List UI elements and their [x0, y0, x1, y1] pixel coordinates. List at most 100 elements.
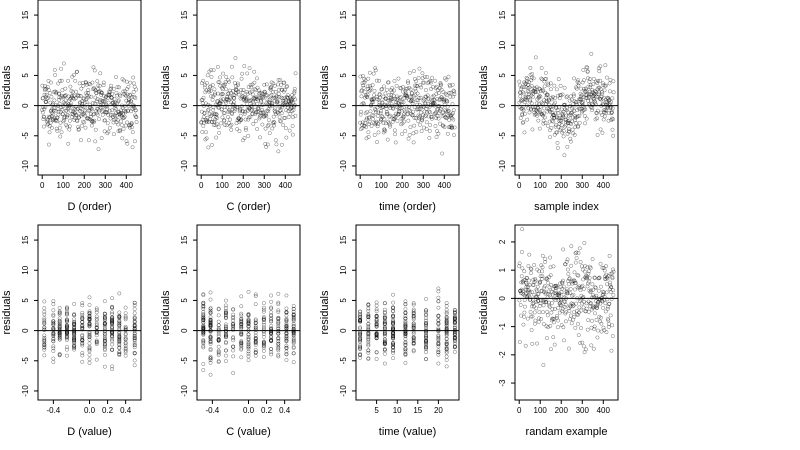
data-point — [598, 261, 603, 266]
data-point — [261, 342, 266, 346]
data-point — [57, 97, 61, 102]
data-point — [567, 346, 571, 351]
data-point — [249, 107, 254, 112]
data-point — [111, 86, 116, 91]
y-tick-label: 2 — [498, 239, 507, 244]
data-point — [543, 259, 548, 264]
data-point — [253, 325, 258, 330]
data-point — [72, 345, 77, 350]
data-point — [65, 113, 70, 118]
data-point — [132, 343, 137, 348]
data-point — [568, 139, 573, 144]
data-point — [382, 339, 387, 344]
data-point — [283, 126, 288, 131]
data-point — [270, 89, 275, 94]
data-point — [580, 340, 585, 345]
data-point — [264, 82, 269, 87]
data-point — [223, 348, 228, 353]
data-point — [116, 122, 121, 127]
data-point — [59, 78, 64, 83]
data-point — [536, 320, 541, 324]
data-point — [419, 129, 424, 134]
data-point — [445, 99, 450, 104]
data-point — [253, 318, 258, 323]
data-point — [541, 310, 545, 315]
data-point — [587, 279, 592, 284]
data-point — [528, 65, 533, 70]
data-point — [517, 79, 522, 84]
data-point — [204, 136, 209, 141]
data-point — [377, 92, 382, 97]
data-point — [548, 347, 553, 352]
data-point — [444, 337, 449, 342]
data-point — [94, 314, 99, 319]
data-point — [439, 87, 444, 92]
data-point — [561, 325, 566, 330]
data-point — [284, 306, 289, 311]
data-point — [366, 337, 371, 342]
data-point — [594, 111, 599, 116]
data-point — [132, 358, 137, 363]
data-point — [260, 92, 265, 97]
data-point — [78, 94, 83, 99]
y-tick-label: 10 — [498, 40, 507, 49]
y-axis-label: residuals — [478, 65, 490, 110]
data-point — [216, 351, 221, 356]
data-point — [64, 312, 69, 316]
data-point — [544, 76, 549, 81]
y-tick-label: 10 — [180, 40, 189, 49]
data-point — [573, 260, 578, 265]
data-point — [547, 304, 552, 309]
data-point — [390, 86, 395, 91]
data-point — [208, 324, 213, 329]
data-point — [57, 125, 62, 130]
data-point — [253, 350, 258, 355]
data-point — [581, 287, 586, 291]
data-point — [128, 122, 133, 127]
data-point — [93, 127, 98, 132]
x-tick-label: 0.4 — [279, 406, 291, 415]
data-point — [403, 334, 408, 339]
data-point — [392, 79, 397, 83]
data-point — [276, 291, 281, 296]
data-point — [557, 310, 562, 315]
data-point — [411, 323, 416, 328]
data-point — [520, 113, 525, 118]
data-point — [261, 314, 266, 319]
data-point — [539, 317, 544, 321]
data-point — [253, 347, 258, 352]
data-point — [584, 273, 589, 278]
x-tick-label: 100 — [375, 181, 389, 190]
data-point — [607, 81, 612, 86]
data-point — [64, 345, 69, 350]
data-point — [49, 94, 54, 99]
data-point — [231, 338, 236, 343]
data-point — [541, 88, 545, 93]
data-point — [595, 305, 599, 310]
data-point — [411, 329, 416, 334]
data-point — [521, 288, 526, 293]
data-point — [407, 104, 411, 109]
data-point — [132, 315, 137, 320]
data-point — [284, 336, 289, 341]
data-point — [574, 86, 579, 91]
data-point — [424, 357, 428, 362]
data-point — [374, 300, 379, 305]
data-point — [517, 340, 522, 344]
data-point — [611, 133, 616, 138]
data-point — [520, 266, 525, 271]
data-point — [366, 317, 371, 322]
data-point — [90, 80, 95, 85]
data-point — [450, 125, 455, 130]
data-point — [608, 89, 612, 94]
data-point — [420, 113, 425, 118]
data-point — [531, 277, 536, 282]
data-point — [395, 118, 400, 123]
x-tick-label: 200 — [555, 406, 569, 415]
data-point — [609, 297, 614, 301]
data-point — [604, 290, 609, 295]
data-point — [123, 93, 128, 98]
data-point — [576, 321, 581, 326]
